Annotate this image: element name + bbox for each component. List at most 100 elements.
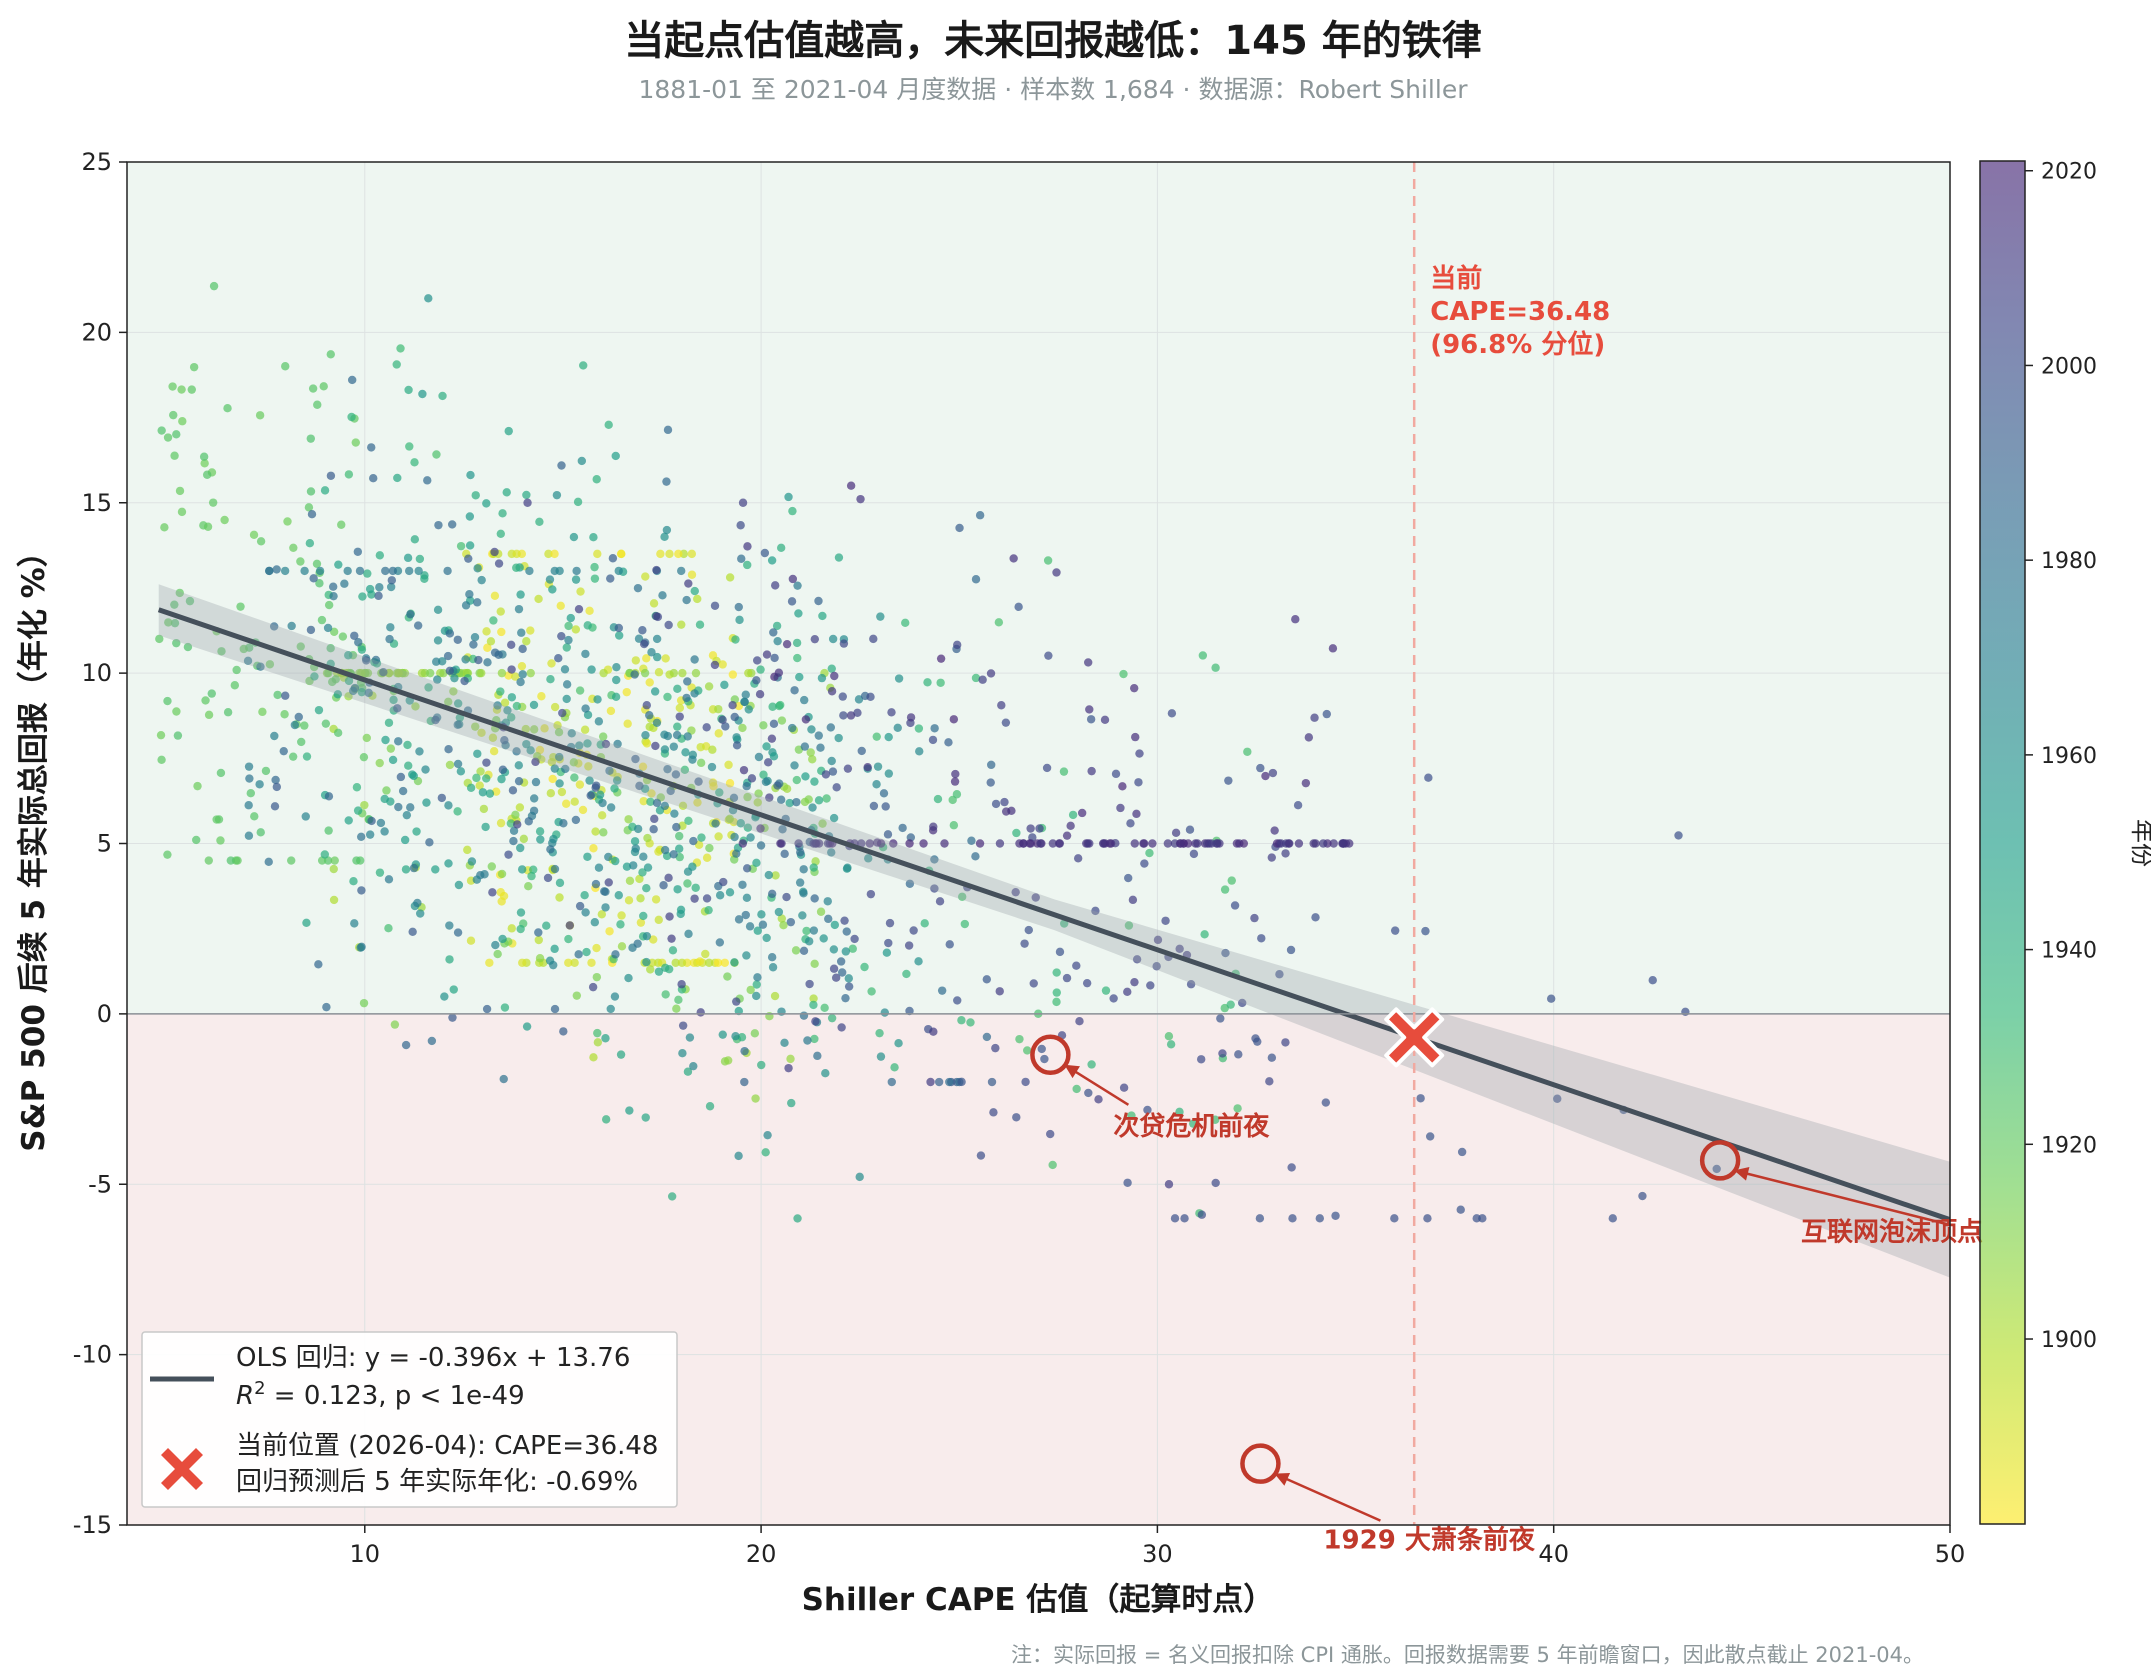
scatter-point xyxy=(547,659,556,668)
scatter-point xyxy=(920,919,929,928)
scatter-point xyxy=(827,756,836,766)
scatter-point xyxy=(671,958,680,967)
scatter-point xyxy=(671,770,681,779)
scatter-point xyxy=(718,660,727,669)
scatter-point xyxy=(929,1027,938,1036)
scatter-point xyxy=(424,683,433,692)
scatter-point xyxy=(1020,939,1029,948)
scatter-point xyxy=(780,849,789,859)
scatter-point xyxy=(1123,987,1132,997)
scatter-point xyxy=(612,675,621,685)
scatter-point xyxy=(244,762,254,771)
scatter-point xyxy=(1055,839,1065,848)
scatter-point xyxy=(408,927,417,936)
scatter-point xyxy=(856,494,865,504)
scatter-point xyxy=(1026,824,1035,833)
scatter-point xyxy=(601,1115,611,1124)
current-position-marker xyxy=(1384,1007,1445,1068)
scatter-point xyxy=(867,987,876,996)
scatter-point xyxy=(465,512,475,521)
scatter-point xyxy=(413,621,423,630)
scatter-point xyxy=(548,774,557,784)
scatter-point xyxy=(770,581,780,590)
scatter-point xyxy=(204,856,213,865)
scatter-point xyxy=(477,575,486,585)
annotation-arrowhead xyxy=(1064,1064,1080,1079)
scatter-point xyxy=(453,699,463,708)
scatter-point xyxy=(804,795,813,804)
y-tick-label: -5 xyxy=(88,1170,112,1198)
scatter-point xyxy=(647,648,656,657)
scatter-point xyxy=(349,876,358,886)
scatter-point xyxy=(418,389,427,399)
scatter-point xyxy=(787,597,797,606)
scatter-point xyxy=(521,724,531,734)
scatter-point xyxy=(265,660,275,669)
scatter-point xyxy=(1128,895,1138,905)
scatter-point xyxy=(1243,747,1252,756)
scatter-point xyxy=(514,776,524,786)
scatter-point xyxy=(1134,778,1143,787)
scatter-point xyxy=(737,1033,747,1042)
scatter-point xyxy=(989,1108,998,1117)
scatter-point xyxy=(367,816,376,826)
scatter-point xyxy=(396,344,405,353)
scatter-point xyxy=(265,566,274,576)
scatter-point xyxy=(531,777,541,787)
scatter-point xyxy=(256,537,266,546)
scatter-point xyxy=(156,730,166,740)
scatter-point xyxy=(443,566,452,576)
scatter-point xyxy=(434,520,443,530)
scatter-point xyxy=(1189,849,1199,859)
scatter-point xyxy=(740,1077,749,1087)
scatter-point xyxy=(1130,839,1139,848)
scatter-point xyxy=(883,830,893,839)
scatter-point xyxy=(710,660,720,670)
scatter-point xyxy=(444,859,453,868)
scatter-point xyxy=(919,839,928,848)
scatter-point xyxy=(882,948,892,957)
colorbar-gradient xyxy=(1979,160,2026,1525)
scatter-point xyxy=(301,812,310,821)
scatter-point xyxy=(734,602,743,612)
scatter-point xyxy=(297,737,306,747)
legend-regression-text-2: R2 = 0.123, p < 1e-49 xyxy=(236,1378,525,1411)
scatter-point xyxy=(549,960,558,970)
scatter-point xyxy=(841,993,850,1003)
scatter-point xyxy=(688,755,697,764)
scatter-point xyxy=(728,701,737,710)
scatter-point xyxy=(646,797,655,806)
scatter-point xyxy=(415,554,425,564)
scatter-point xyxy=(638,868,647,877)
scatter-point xyxy=(382,786,391,795)
scatter-point xyxy=(498,934,507,944)
scatter-point xyxy=(515,803,525,812)
scatter-point xyxy=(732,997,741,1006)
scatter-point xyxy=(672,730,682,740)
scatter-point xyxy=(1148,839,1157,848)
scatter-point xyxy=(742,864,752,873)
scatter-point xyxy=(614,623,624,633)
scatter-point xyxy=(558,708,567,718)
scatter-point xyxy=(827,664,836,673)
scatter-point xyxy=(343,566,352,576)
scatter-point xyxy=(1109,994,1118,1003)
scatter-point xyxy=(1012,1113,1021,1122)
scatter-point xyxy=(689,1061,698,1071)
scatter-point xyxy=(1322,709,1331,719)
scatter-point xyxy=(175,486,185,496)
scatter-point xyxy=(358,592,367,601)
scatter-point xyxy=(820,1003,829,1013)
scatter-point xyxy=(769,752,779,761)
scatter-point xyxy=(1164,1180,1174,1189)
scatter-point xyxy=(881,802,890,811)
scatter-point xyxy=(905,1006,914,1016)
scatter-point xyxy=(846,711,856,720)
scatter-point xyxy=(569,532,579,542)
scatter-point xyxy=(202,470,212,479)
scatter-point xyxy=(975,839,985,848)
scatter-point xyxy=(481,822,490,832)
scatter-point xyxy=(976,1151,986,1160)
scatter-point xyxy=(776,795,786,804)
scatter-point xyxy=(742,893,752,903)
